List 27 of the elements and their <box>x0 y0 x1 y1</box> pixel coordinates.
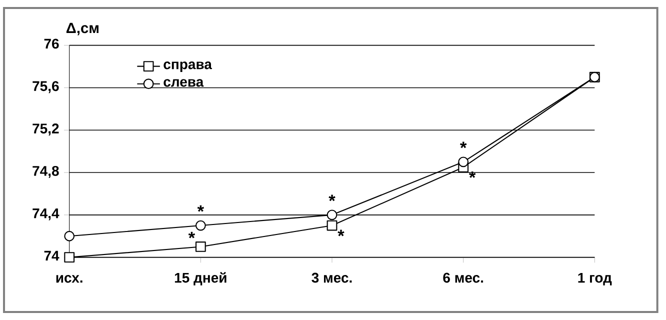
annotation: * <box>328 194 336 202</box>
annotation: * <box>197 205 204 212</box>
point <box>195 242 206 252</box>
x-tick-label: исх. <box>56 275 82 283</box>
y-tick-label: 76 <box>44 38 59 49</box>
x-tick-label: 1 год <box>578 272 612 286</box>
annotation: * <box>338 230 344 236</box>
y-tick-label: 74 <box>44 250 60 261</box>
annotation: * <box>188 232 196 238</box>
point <box>195 220 206 231</box>
x-tick-label: 6 мес. <box>443 272 484 283</box>
point <box>326 220 338 231</box>
y-axis-title: Δ,см <box>66 22 98 36</box>
point <box>458 156 469 168</box>
annotation: * <box>460 142 467 148</box>
y-tick-label: 75,6 <box>32 81 59 94</box>
legend-label: справа <box>164 62 212 72</box>
y-tick-label: 75,2 <box>32 124 59 136</box>
y-tick-label: 74,4 <box>32 208 60 220</box>
x-tick-label: 3 мес. <box>312 272 352 283</box>
y-tick-label: 74,8 <box>32 166 59 178</box>
annotation: * <box>468 171 476 178</box>
point <box>326 210 338 220</box>
point <box>64 252 75 263</box>
point <box>64 230 75 242</box>
x-tick-label: 15 дней <box>174 272 226 286</box>
legend-label: слева <box>164 79 204 87</box>
